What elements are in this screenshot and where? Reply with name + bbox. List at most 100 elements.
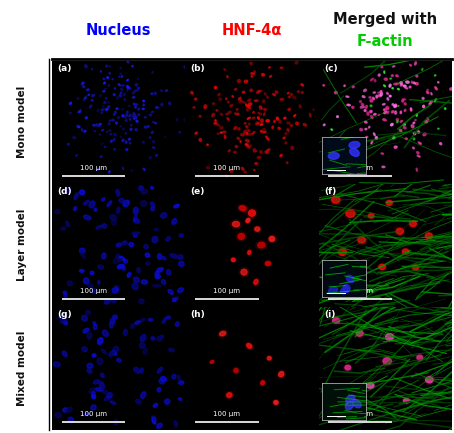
Ellipse shape: [262, 128, 266, 131]
Ellipse shape: [246, 126, 248, 128]
Ellipse shape: [232, 221, 240, 227]
Ellipse shape: [107, 393, 112, 398]
Ellipse shape: [400, 129, 402, 132]
Ellipse shape: [358, 237, 365, 243]
Ellipse shape: [173, 298, 176, 301]
Ellipse shape: [321, 82, 324, 84]
Ellipse shape: [397, 88, 400, 90]
Ellipse shape: [370, 105, 372, 107]
Ellipse shape: [367, 212, 375, 220]
Ellipse shape: [257, 90, 260, 94]
Ellipse shape: [179, 234, 183, 237]
Ellipse shape: [94, 324, 97, 330]
Ellipse shape: [400, 120, 402, 122]
Ellipse shape: [176, 119, 178, 121]
Ellipse shape: [102, 224, 107, 228]
Ellipse shape: [143, 108, 144, 110]
Ellipse shape: [254, 100, 258, 102]
Ellipse shape: [218, 94, 220, 96]
Ellipse shape: [149, 137, 151, 138]
Ellipse shape: [387, 111, 389, 114]
Ellipse shape: [298, 55, 301, 58]
Ellipse shape: [425, 377, 433, 383]
Ellipse shape: [244, 80, 248, 83]
Ellipse shape: [93, 125, 95, 126]
Ellipse shape: [220, 126, 223, 129]
Ellipse shape: [151, 186, 153, 189]
Ellipse shape: [154, 92, 156, 94]
Ellipse shape: [151, 93, 153, 94]
Ellipse shape: [245, 342, 253, 350]
Ellipse shape: [394, 146, 397, 148]
Ellipse shape: [237, 80, 240, 83]
Ellipse shape: [377, 263, 387, 271]
Ellipse shape: [83, 86, 85, 87]
Ellipse shape: [240, 141, 241, 142]
Ellipse shape: [393, 137, 394, 139]
Ellipse shape: [360, 107, 363, 108]
Ellipse shape: [167, 270, 171, 275]
Ellipse shape: [321, 107, 326, 109]
Ellipse shape: [120, 92, 122, 94]
Text: (e): (e): [191, 187, 205, 196]
Ellipse shape: [284, 117, 286, 119]
Ellipse shape: [153, 122, 154, 123]
Ellipse shape: [220, 113, 222, 116]
Ellipse shape: [119, 73, 122, 74]
Ellipse shape: [113, 346, 118, 352]
Ellipse shape: [178, 398, 182, 401]
Ellipse shape: [246, 132, 248, 135]
Ellipse shape: [86, 95, 87, 96]
Ellipse shape: [68, 417, 74, 423]
Ellipse shape: [69, 102, 72, 104]
Ellipse shape: [280, 98, 284, 100]
Ellipse shape: [131, 170, 132, 171]
Ellipse shape: [165, 136, 166, 138]
Ellipse shape: [123, 259, 128, 263]
Ellipse shape: [125, 116, 127, 118]
Ellipse shape: [278, 127, 281, 129]
Ellipse shape: [108, 106, 110, 107]
Ellipse shape: [251, 73, 255, 74]
Ellipse shape: [233, 186, 235, 187]
Ellipse shape: [116, 254, 120, 259]
Ellipse shape: [383, 119, 386, 121]
Ellipse shape: [288, 96, 290, 98]
Ellipse shape: [157, 423, 162, 428]
Ellipse shape: [286, 162, 288, 164]
Ellipse shape: [127, 86, 128, 87]
Ellipse shape: [172, 219, 177, 224]
Ellipse shape: [78, 111, 81, 113]
Ellipse shape: [266, 355, 272, 361]
Ellipse shape: [362, 96, 365, 98]
Ellipse shape: [117, 207, 120, 213]
Ellipse shape: [162, 279, 166, 284]
Ellipse shape: [370, 100, 373, 102]
Ellipse shape: [410, 109, 412, 111]
Ellipse shape: [120, 126, 122, 127]
Ellipse shape: [249, 99, 251, 101]
Ellipse shape: [79, 269, 84, 272]
Ellipse shape: [98, 265, 104, 269]
Ellipse shape: [91, 405, 96, 410]
Ellipse shape: [63, 291, 67, 294]
Ellipse shape: [80, 252, 85, 259]
Ellipse shape: [108, 85, 109, 86]
Ellipse shape: [150, 202, 155, 207]
Ellipse shape: [244, 130, 247, 133]
Ellipse shape: [434, 75, 436, 76]
Ellipse shape: [414, 132, 416, 135]
Ellipse shape: [94, 380, 100, 384]
Ellipse shape: [167, 316, 170, 319]
Ellipse shape: [199, 115, 201, 117]
Ellipse shape: [153, 404, 158, 407]
Ellipse shape: [247, 109, 248, 111]
Ellipse shape: [55, 210, 60, 214]
Ellipse shape: [109, 123, 110, 124]
Ellipse shape: [104, 82, 105, 84]
Ellipse shape: [230, 257, 237, 263]
Ellipse shape: [253, 149, 256, 151]
Ellipse shape: [384, 332, 396, 342]
Ellipse shape: [374, 113, 376, 115]
Ellipse shape: [336, 247, 349, 257]
